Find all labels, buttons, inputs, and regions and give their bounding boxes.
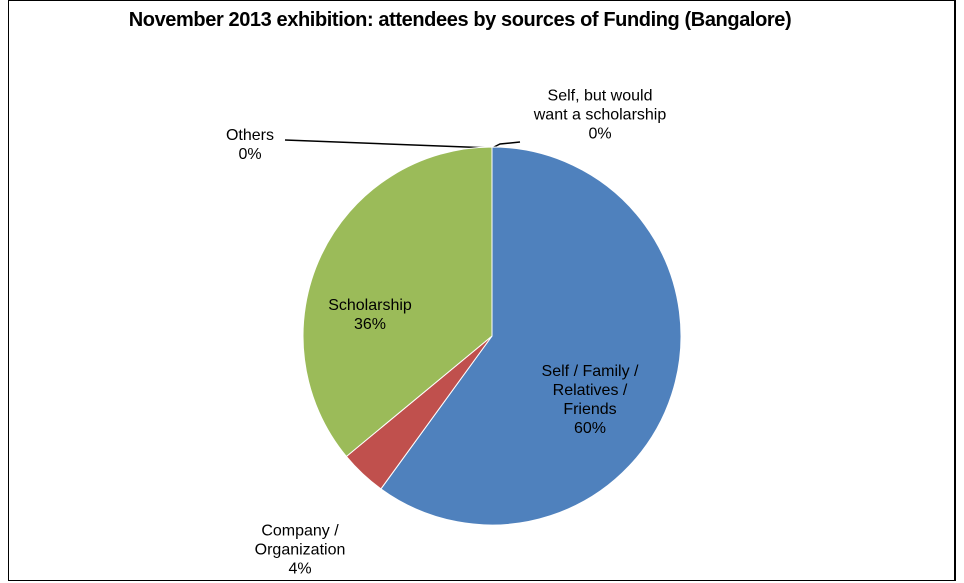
chart-frame [8,0,956,581]
slice-label: Scholarship 36% [310,296,430,334]
category-label: Others [225,127,274,144]
slice-label: Others 0% [210,126,290,164]
leader-line [284,139,493,149]
pie-slice [302,146,493,458]
category-label: Company / Organization [254,522,346,559]
value-label: 60% [573,420,607,437]
category-label: Self, but would want a scholarship [533,87,667,124]
category-label: Self / Family / Relatives / Friends [541,363,639,418]
chart-title: November 2013 exhibition: attendees by s… [128,9,792,31]
slice-label: Company / Organization 4% [230,522,370,579]
slice-label: Self / Family / Relatives / Friends 60% [525,362,655,438]
value-label: 0% [588,125,612,143]
category-label: Scholarship [328,297,412,314]
value-label: 0% [238,146,262,163]
value-label: 36% [353,316,387,333]
pie-slice [380,146,682,526]
slice-label: Self, but would want a scholarship 0% [530,87,670,144]
value-label: 4% [288,560,312,578]
